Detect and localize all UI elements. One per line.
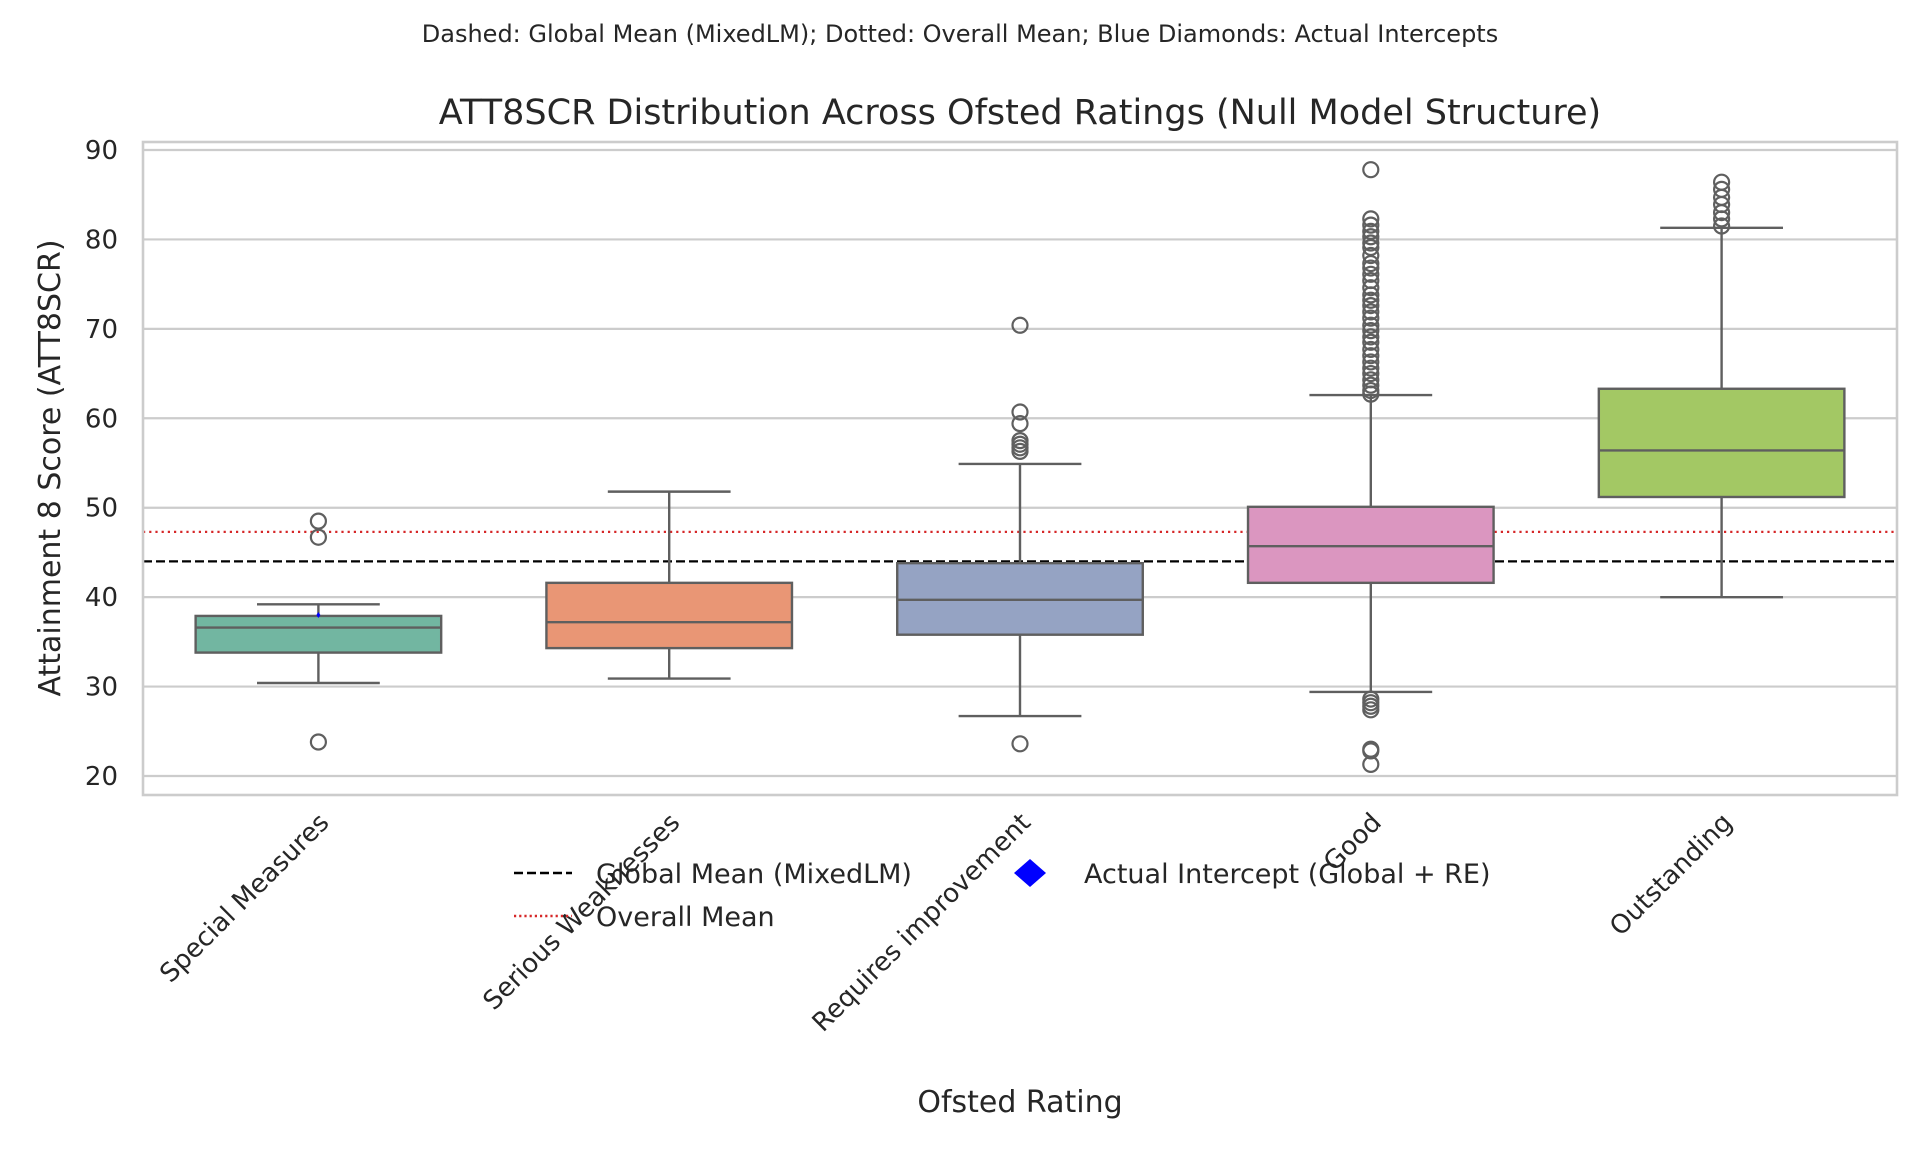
box-requires-improvement [896, 316, 1144, 753]
outlier-point [1362, 246, 1380, 265]
y-tick-label: 70 [85, 315, 118, 345]
outlier-point [1712, 204, 1731, 222]
box-good [1246, 161, 1495, 773]
outlier-point [1362, 309, 1380, 327]
box-group [194, 161, 1846, 773]
outlier-point [1362, 742, 1380, 760]
outlier-point [1362, 303, 1380, 321]
outlier-point [1362, 322, 1380, 340]
outlier-point [309, 512, 327, 530]
outlier-point [1362, 234, 1380, 252]
outlier-point [1362, 328, 1380, 346]
iqr-box [1246, 505, 1495, 585]
outlier-point [1362, 333, 1380, 351]
outlier-point [1362, 259, 1380, 277]
legend-label-global-mean: Global Mean (MixedLM) [596, 859, 912, 890]
outlier-point [1362, 364, 1380, 383]
outlier-point [1362, 385, 1380, 403]
outlier-point [1712, 217, 1731, 235]
outlier-point [1362, 755, 1380, 773]
outlier-point [309, 528, 327, 546]
iqr-box [1597, 387, 1846, 499]
outlier-point [1362, 316, 1380, 334]
outlier-point [1362, 359, 1380, 377]
y-tick-label: 80 [85, 225, 118, 255]
outlier-point [1011, 415, 1029, 433]
outlier-point [1362, 297, 1380, 315]
iqr-box [545, 581, 794, 650]
legend-diamond-icon [1014, 859, 1046, 887]
outlier-point [1362, 265, 1380, 283]
x-tick-label: Outstanding [1604, 808, 1738, 942]
x-tick-label: Requires improvement [807, 808, 1037, 1038]
iqr-box [194, 614, 443, 654]
outlier-point [1362, 254, 1380, 273]
outlier-point [309, 733, 327, 751]
y-tick-label: 90 [85, 136, 118, 166]
outlier-point [1362, 340, 1380, 359]
outlier-point [1011, 316, 1029, 334]
y-tick-label: 60 [85, 404, 118, 434]
y-tick-label: 50 [85, 494, 118, 524]
outlier-point [1362, 701, 1380, 719]
outlier-point [1362, 291, 1380, 309]
y-tick-label: 20 [85, 762, 118, 792]
outlier-point [1362, 353, 1380, 371]
box-outstanding [1597, 173, 1846, 599]
outlier-point [1712, 210, 1731, 228]
box-special-measures [194, 512, 443, 751]
y-tick-labels: 20 30 40 50 60 70 80 90 [85, 136, 118, 792]
outlier-point [1011, 403, 1029, 421]
y-axis-label: Attainment 8 Score (ATT8SCR) [33, 239, 68, 696]
chart-title: ATT8SCR Distribution Across Ofsted Ratin… [439, 93, 1601, 133]
outlier-point [1362, 279, 1380, 297]
outlier-point [1362, 161, 1380, 179]
outlier-point [1011, 735, 1029, 753]
outlier-point [1362, 286, 1380, 304]
legend-label-intercept: Actual Intercept (Global + RE) [1084, 859, 1491, 890]
y-tick-label: 30 [85, 673, 118, 703]
x-tick-label: Special Measures [154, 808, 335, 989]
legend: Global Mean (MixedLM) Overall Mean Actual … [514, 859, 1491, 933]
y-tick-label: 40 [85, 583, 118, 613]
x-axis-label: Ofsted Rating [917, 1085, 1122, 1120]
x-tick-labels: Special Measures Serious Weaknesses Requir… [154, 808, 1738, 1038]
box-serious-weaknesses [545, 490, 794, 680]
intercept-diamond [316, 612, 321, 619]
outlier-point [1362, 210, 1380, 228]
legend-label-overall-mean: Overall Mean [596, 902, 775, 933]
plot-frame [141, 140, 1899, 797]
chart-subtitle: Dashed: Global Mean (MixedLM); Dotted: O… [422, 20, 1498, 48]
outlier-point [1362, 228, 1380, 246]
outlier-point [1362, 376, 1380, 394]
outlier-point [1362, 347, 1380, 365]
outlier-point [1011, 442, 1029, 460]
outlier-point [1362, 216, 1380, 234]
